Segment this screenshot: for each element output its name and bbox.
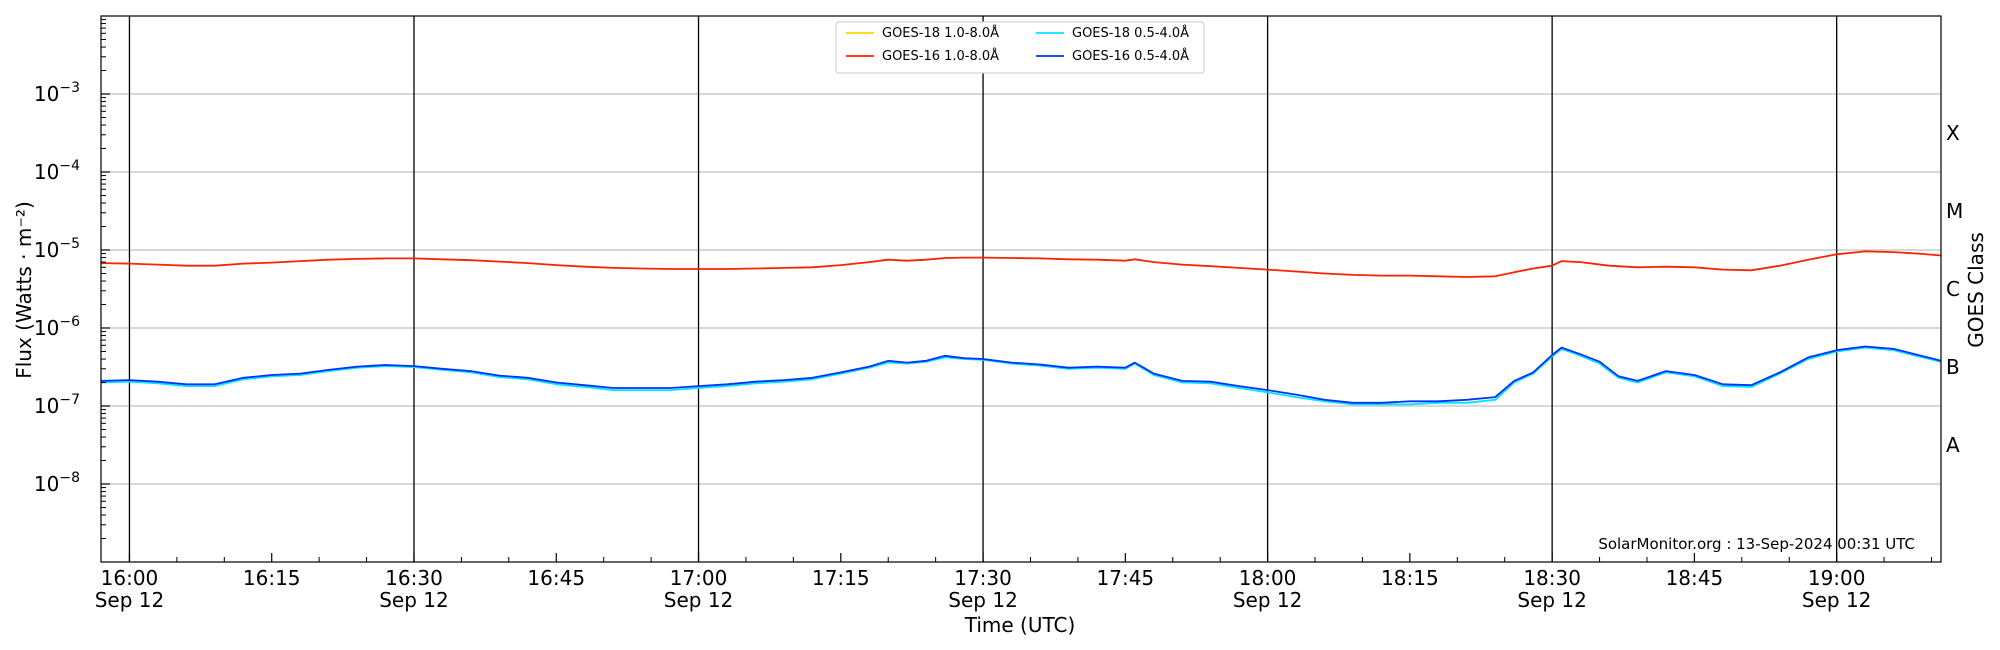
goes-class-x: X xyxy=(1946,121,1960,145)
day-hour-lines xyxy=(128,16,1838,562)
plot-frame xyxy=(100,15,1942,563)
y-tick-label: 10−6 xyxy=(34,314,80,340)
series-line-goes-18-0-5-4-0 xyxy=(100,346,1942,406)
x-tick-label: 17:45 xyxy=(1097,566,1155,590)
legend-label-goes-18-0-5-4-0: GOES-18 0.5-4.0Å xyxy=(1072,25,1189,41)
goes-class-m: M xyxy=(1946,199,1963,223)
legend: GOES-18 1.0-8.0Å GOES-16 1.0-8.0Å GOES-18 … xyxy=(835,21,1205,74)
x-tick-label: 16:00 xyxy=(101,566,159,590)
y-tick-label: 10−5 xyxy=(34,236,80,262)
x-tick-date-label: Sep 12 xyxy=(1802,588,1872,612)
series-lines xyxy=(100,250,1942,406)
x-tick-label: 17:15 xyxy=(812,566,870,590)
x-tick-label: 18:30 xyxy=(1523,566,1581,590)
x-tick-label: 16:45 xyxy=(527,566,585,590)
legend-label-goes-18-1-0-8-0: GOES-18 1.0-8.0Å xyxy=(882,25,999,41)
x-tick-label: 18:15 xyxy=(1381,566,1439,590)
goes-class-labels: A B C M X xyxy=(1946,121,1963,457)
x-tick-label: 18:00 xyxy=(1239,566,1297,590)
y-tick-label: 10−4 xyxy=(34,158,80,184)
legend-label-goes-16-1-0-8-0: GOES-16 1.0-8.0Å xyxy=(882,48,999,64)
x-tick-date-label: Sep 12 xyxy=(95,588,165,612)
y-axis-title: Flux (Watts · m⁻²) xyxy=(12,201,36,379)
y-tick-labels: 10−8 10−7 10−6 10−5 10−4 10−3 xyxy=(34,80,80,496)
x-tick-date-label: Sep 12 xyxy=(1233,588,1303,612)
credit-text: SolarMonitor.org : 13-Sep-2024 00:31 UTC xyxy=(1598,535,1915,553)
x-tick-label: 17:00 xyxy=(670,566,728,590)
x-tick-label: 16:15 xyxy=(243,566,301,590)
y-tick-label: 10−7 xyxy=(34,392,80,418)
y-tick-label: 10−3 xyxy=(34,80,80,106)
goes-class-a: A xyxy=(1946,433,1960,457)
axis-ticks xyxy=(101,19,1933,562)
x-tick-label: 19:00 xyxy=(1808,566,1866,590)
y2-axis-title: GOES Class xyxy=(1964,232,1988,348)
x-tick-label: 16:30 xyxy=(385,566,443,590)
x-tick-date-label: Sep 12 xyxy=(379,588,449,612)
legend-label-goes-16-0-5-4-0: GOES-16 0.5-4.0Å xyxy=(1072,48,1189,64)
series-line-goes-16-1-0-8-0 xyxy=(100,250,1942,278)
y-tick-label: 10−8 xyxy=(34,470,80,496)
gridlines xyxy=(101,93,1941,485)
x-tick-date-label: Sep 12 xyxy=(948,588,1018,612)
goes-class-b: B xyxy=(1946,355,1960,379)
x-tick-date-label: Sep 12 xyxy=(664,588,734,612)
goes-class-c: C xyxy=(1946,277,1960,301)
x-tick-date-label: Sep 12 xyxy=(1517,588,1587,612)
x-tick-label: 18:45 xyxy=(1666,566,1724,590)
series-line-goes-16-0-5-4-0 xyxy=(100,345,1942,404)
x-axis-title: Time (UTC) xyxy=(964,613,1076,637)
legend-box xyxy=(835,21,1205,74)
x-tick-label: 17:30 xyxy=(954,566,1012,590)
